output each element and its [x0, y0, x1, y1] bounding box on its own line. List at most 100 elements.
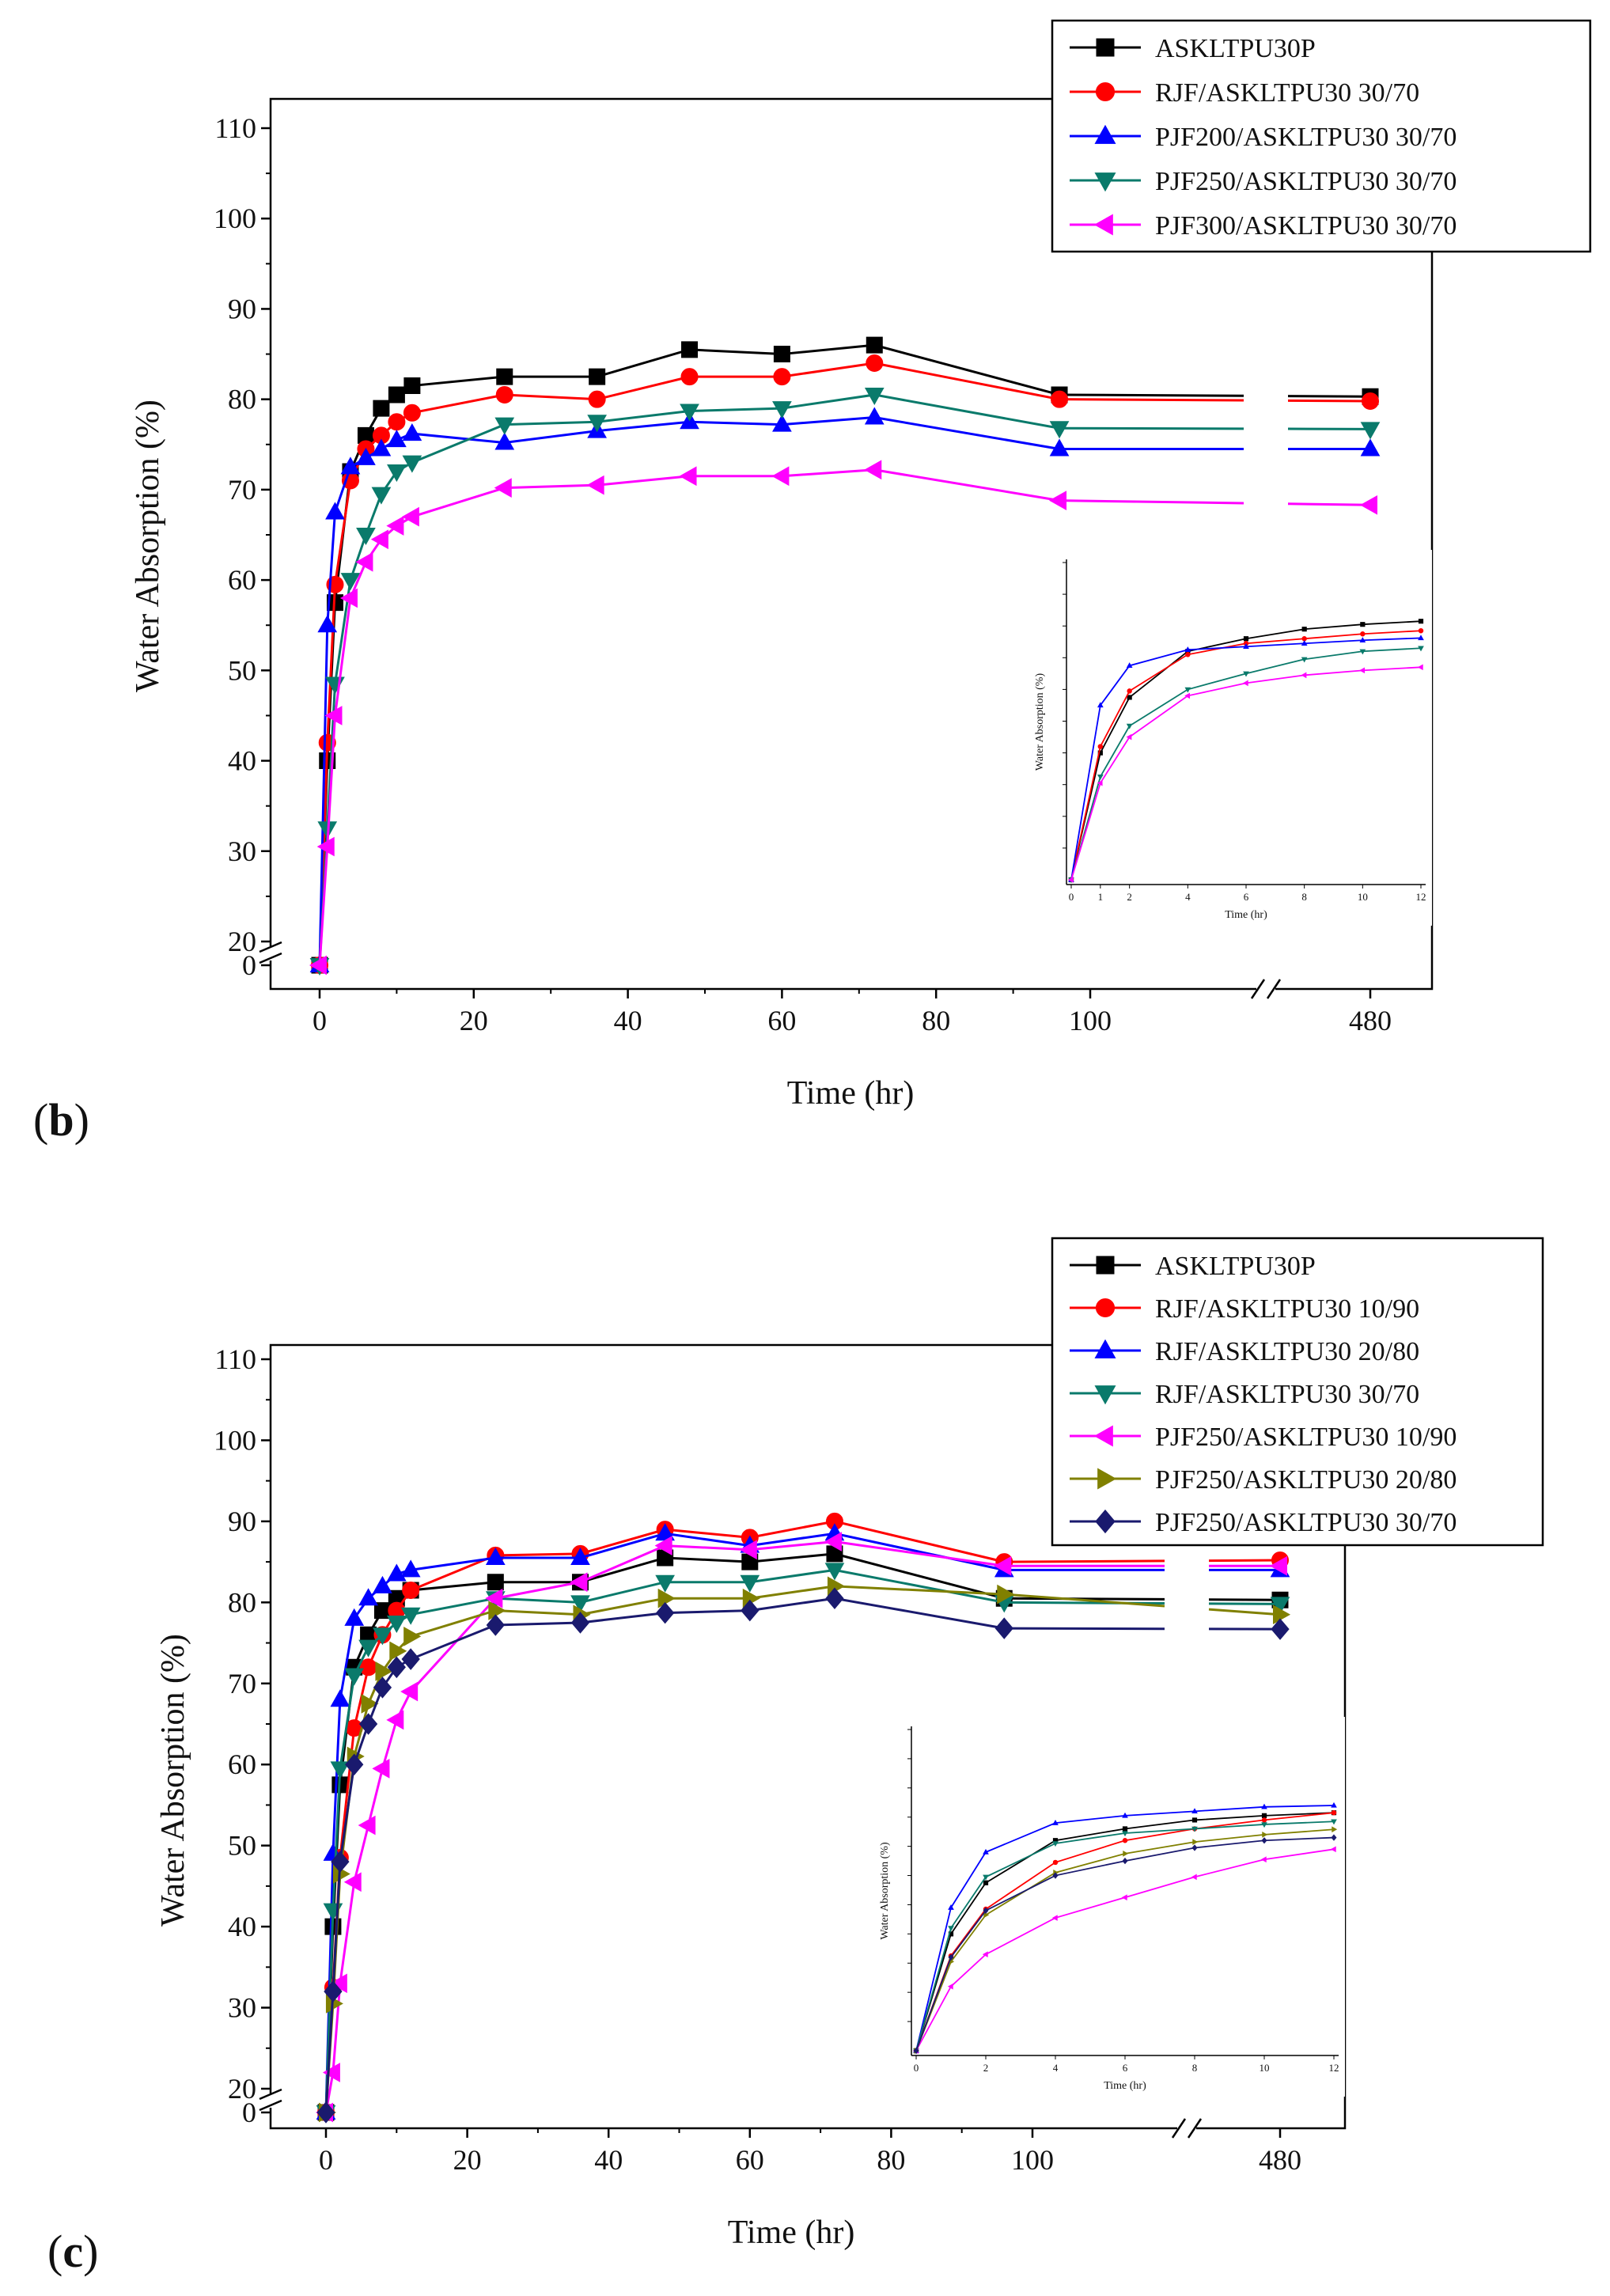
data-point	[680, 404, 699, 422]
inset-x-tick-label: 12	[1416, 891, 1426, 903]
inset-data-point	[1359, 667, 1366, 674]
x-tick-label: 100	[1011, 2144, 1054, 2176]
data-point	[997, 1584, 1015, 1605]
inset-data-point	[1331, 1834, 1337, 1841]
inset-x-tick-label: 0	[914, 2062, 919, 2074]
inset-data-point	[1185, 652, 1191, 657]
series-line	[324, 1597, 1005, 2113]
data-point	[373, 1575, 392, 1593]
x-tick-label: 20	[453, 2144, 482, 2176]
legend-label: PJF250/ASKLTPU30 30/70	[1155, 1508, 1457, 1537]
data-point	[488, 1601, 506, 1620]
x-tick-label: 100	[1069, 1005, 1112, 1036]
inset-series-line	[915, 1821, 1335, 2052]
data-point	[316, 2101, 335, 2124]
inset-data-point	[1262, 1832, 1268, 1838]
inset-data-point	[948, 1926, 954, 1932]
panel-label: (c)	[47, 2226, 98, 2277]
inset-data-point	[1261, 1837, 1267, 1844]
panel-label-letter: c	[63, 2226, 83, 2277]
y-tick-label: 50	[228, 654, 256, 686]
data-point	[866, 336, 883, 354]
inset-data-point	[1360, 631, 1366, 637]
legend-item: RJF/ASKLTPU30 10/90	[1070, 1294, 1419, 1324]
x-tick-label: 480	[1349, 1005, 1392, 1036]
inset-data-point	[1191, 1826, 1198, 1832]
data-point	[496, 368, 513, 385]
data-point	[771, 466, 790, 487]
inset-x-tick-label: 12	[1329, 2062, 1339, 2074]
legend-label: PJF250/ASKLTPU30 20/80	[1155, 1465, 1457, 1495]
inset-x-tick-label: 6	[1123, 2062, 1128, 2074]
inset-data-point	[1332, 1826, 1338, 1833]
data-point	[386, 1710, 404, 1730]
data-point	[375, 1661, 393, 1681]
data-point	[654, 1536, 672, 1555]
series-line-to-break	[1059, 426, 1244, 430]
data-point	[358, 1639, 378, 1658]
data-point	[317, 615, 338, 633]
data-point	[494, 478, 512, 498]
inset-data-point	[1184, 687, 1191, 693]
data-point	[401, 506, 419, 527]
x-tick-label: 20	[460, 1005, 488, 1036]
series-line-to-break	[1059, 499, 1244, 505]
inset-x-tick-label: 10	[1260, 2062, 1270, 2074]
legend-swatch-marker	[1093, 1425, 1113, 1447]
legend: ASKLTPU30P RJF/ASKLTPU30 10/90 RJF/ASKLTPU…	[1051, 1237, 1544, 1547]
inset-data-point	[1301, 627, 1307, 632]
data-point	[372, 1758, 390, 1779]
y-tick-label: 30	[228, 835, 256, 867]
inset-data-point	[1122, 1838, 1128, 1843]
data-point	[343, 1872, 362, 1892]
y-tick-label: 90	[228, 293, 256, 324]
y-axis-title: Water Absorption (%)	[130, 400, 166, 692]
inset-data-point	[1097, 774, 1104, 780]
y-tick-label: 20	[228, 926, 256, 957]
series-line-after-break	[1287, 395, 1371, 398]
legend-item: PJF250/ASKLTPU30 20/80	[1070, 1465, 1457, 1495]
data-point	[325, 502, 345, 520]
series-line	[318, 362, 1060, 966]
legend-swatch-marker	[1094, 124, 1116, 144]
inset-data-point	[1243, 643, 1249, 649]
y-tick-label: 40	[228, 745, 256, 777]
x-axis-break-mark	[1187, 2118, 1203, 2139]
inset-data-point	[1097, 744, 1104, 749]
inset-data-point	[1418, 627, 1424, 634]
legend-label: PJF300/ASKLTPU30 30/70	[1155, 211, 1457, 241]
y-tick-label: 100	[214, 1424, 256, 1456]
legend-label: PJF250/ASKLTPU30 10/90	[1155, 1423, 1457, 1452]
series-line	[318, 343, 1060, 966]
data-point	[589, 368, 606, 385]
inset-data-point	[1330, 1846, 1336, 1853]
panel-label-open: (	[33, 1094, 48, 1146]
data-point	[373, 400, 390, 417]
data-point	[370, 529, 388, 550]
data-point	[322, 2063, 340, 2082]
inset-chart: 0 2 4 6 8 10 12 Time (hr) Water Absorption (%)	[870, 1717, 1345, 2097]
data-point	[657, 1588, 676, 1608]
inset-data-point	[1051, 1915, 1058, 1921]
inset-data-point	[1184, 692, 1191, 699]
y-tick-label: 110	[214, 1343, 256, 1375]
x-axis-title: Time (hr)	[728, 2215, 855, 2251]
inset-data-point	[1301, 640, 1308, 646]
data-point	[345, 1753, 364, 1775]
data-point	[1360, 438, 1381, 457]
data-point	[866, 354, 884, 372]
data-point	[358, 1815, 376, 1836]
legend-swatch-marker	[1095, 1298, 1116, 1318]
inset-y-title: Water Absorption (%)	[879, 1842, 891, 1940]
data-point	[739, 1540, 757, 1560]
inset-data-point	[1191, 1817, 1198, 1823]
inset-x-tick-label: 2	[983, 2062, 989, 2074]
data-point	[402, 423, 422, 441]
inset-series-line	[1070, 647, 1422, 881]
data-point	[570, 1547, 590, 1565]
data-point	[1049, 421, 1070, 439]
y-tick-label: 0	[242, 2097, 256, 2128]
inset-data-point	[1417, 664, 1423, 671]
